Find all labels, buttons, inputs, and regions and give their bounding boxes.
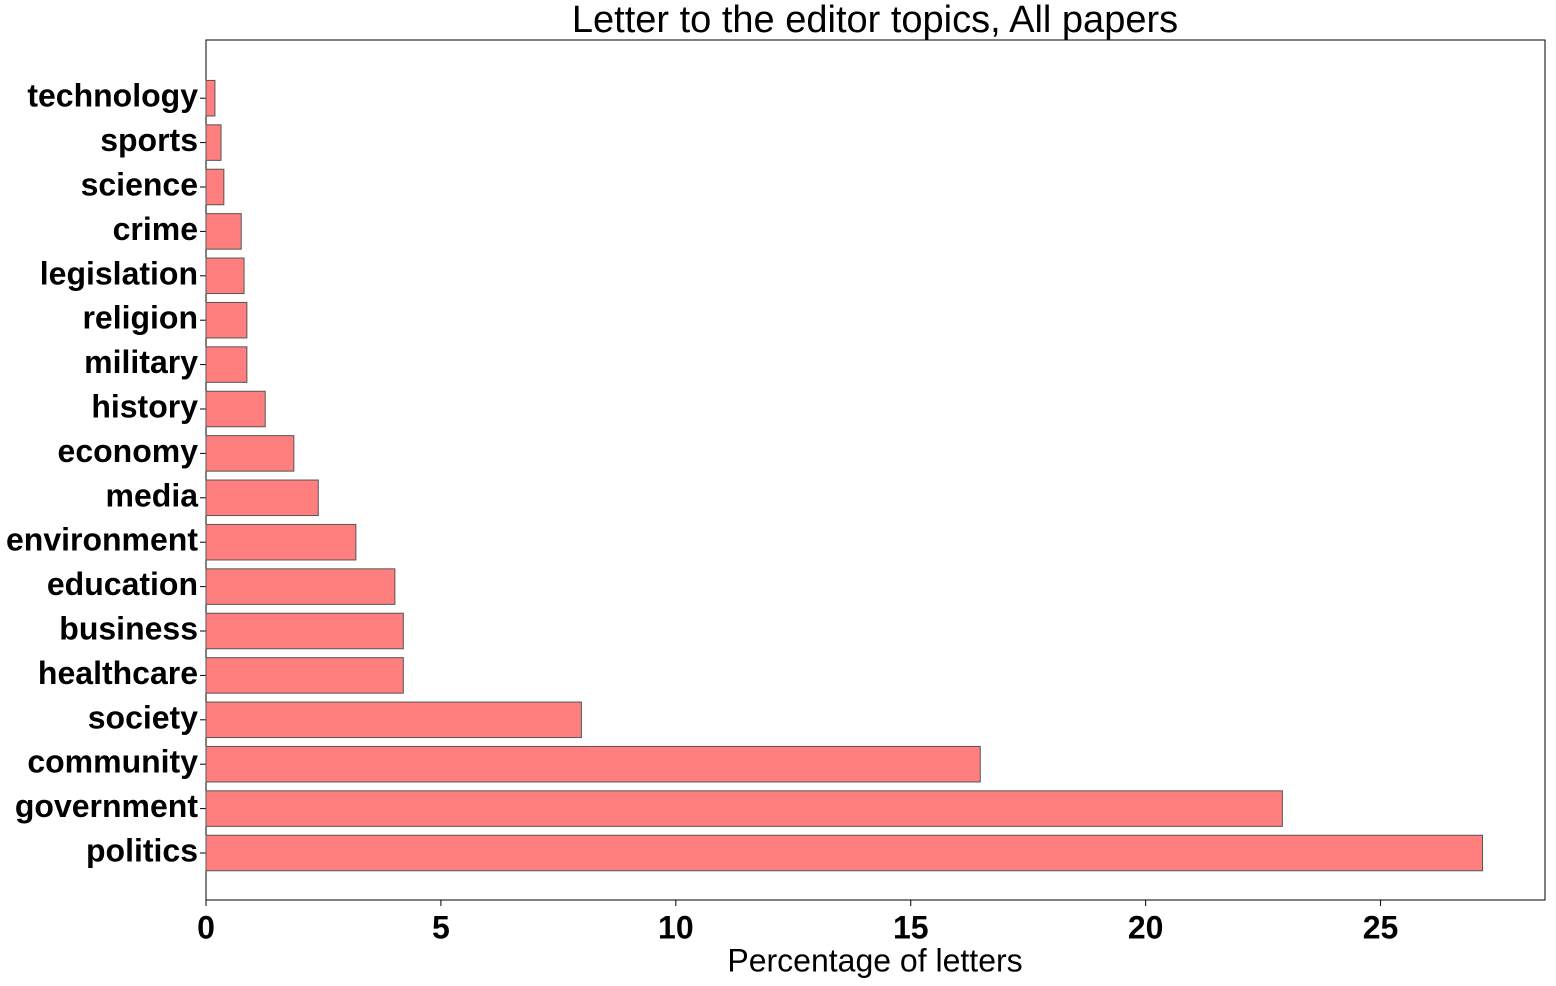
- y-tick-label: history: [91, 388, 198, 424]
- y-tick-label: politics: [86, 832, 198, 868]
- bar: [205, 390, 266, 428]
- y-tick-label: economy: [58, 433, 199, 469]
- y-tick-label: community: [27, 744, 198, 780]
- y-tick-label: military: [84, 344, 198, 380]
- y-tick-label: technology: [27, 78, 198, 114]
- y-tick-label: religion: [82, 300, 198, 336]
- y-tick-label: education: [47, 566, 198, 602]
- x-tick-label: 20: [1128, 909, 1164, 945]
- bar: [205, 301, 248, 339]
- y-tick-label: sports: [100, 122, 198, 158]
- y-tick-label: crime: [113, 211, 198, 247]
- bar: [205, 79, 216, 117]
- x-tick-label: 25: [1363, 909, 1399, 945]
- bar: [205, 612, 404, 650]
- bar: [205, 523, 357, 561]
- bar: [205, 745, 981, 783]
- bar: [205, 257, 245, 295]
- bar: [205, 124, 222, 161]
- y-tick-label: business: [59, 610, 198, 646]
- y-tick-label: society: [88, 699, 198, 735]
- bar: [205, 479, 319, 517]
- chart-title: Letter to the editor topics, All papers: [572, 0, 1178, 41]
- x-tick-label: 5: [432, 909, 450, 945]
- y-tick-label: healthcare: [38, 655, 198, 691]
- bar: [205, 568, 396, 605]
- y-tick-label: science: [81, 166, 198, 202]
- bar: [205, 790, 1283, 827]
- y-tick-label: government: [15, 788, 198, 824]
- y-tick-label: legislation: [40, 255, 198, 291]
- y-tick-label: environment: [6, 522, 198, 558]
- x-tick-label: 0: [197, 909, 215, 945]
- bar: [205, 168, 225, 206]
- bar: [205, 834, 1484, 872]
- x-tick-label: 10: [658, 909, 694, 945]
- bar: [205, 346, 248, 383]
- bar: [205, 213, 242, 250]
- y-tick-label: media: [106, 477, 199, 513]
- bar: [205, 701, 582, 739]
- bar: [205, 435, 295, 472]
- x-tick-label: 15: [893, 909, 929, 945]
- bar: [205, 657, 404, 694]
- x-axis-label: Percentage of letters: [727, 942, 1022, 978]
